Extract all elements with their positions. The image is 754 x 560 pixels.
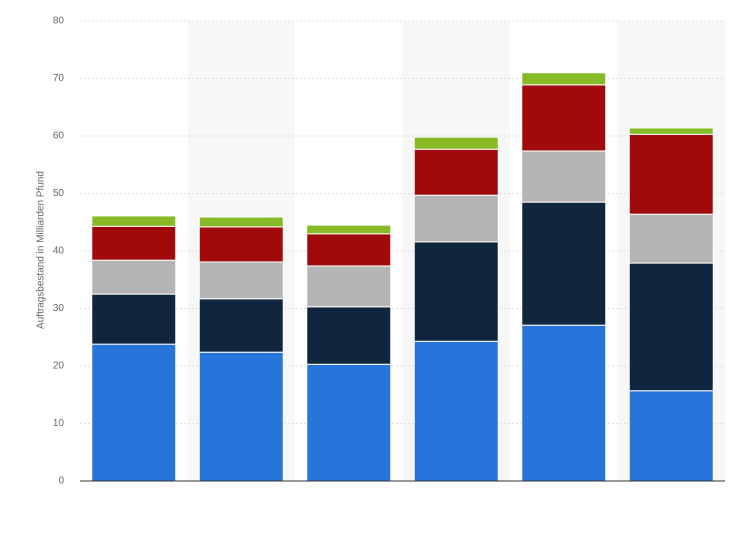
- y-tick-label: 20: [53, 361, 65, 372]
- bar-segment: [521, 150, 607, 203]
- bar-segment: [628, 213, 714, 264]
- bar-segment: [198, 351, 284, 482]
- bar-segment: [198, 226, 284, 263]
- bar-segment: [521, 72, 607, 86]
- bar-segment: [413, 340, 499, 482]
- y-tick-label: 10: [53, 418, 65, 429]
- y-axis-label: Auftragsbestand in Milliarden Pfund: [36, 171, 47, 329]
- bar-segment: [628, 133, 714, 215]
- y-tick-label: 40: [53, 246, 65, 257]
- bar-segment: [521, 84, 607, 152]
- y-tick-label: 80: [53, 16, 65, 27]
- bar-segment: [198, 216, 284, 228]
- bar-segment: [91, 293, 177, 345]
- bar-segment: [91, 259, 177, 295]
- y-tick-label: 0: [58, 476, 64, 487]
- bar-segment: [91, 215, 177, 227]
- bar-segment: [306, 265, 392, 308]
- bar-segment: [306, 233, 392, 267]
- bar-segment: [413, 194, 499, 243]
- bar-segment: [306, 224, 392, 235]
- bar-segment: [198, 261, 284, 300]
- bar-segment: [628, 262, 714, 392]
- bar-segment: [521, 201, 607, 326]
- bar-segment: [306, 363, 392, 482]
- bar-segment: [628, 390, 714, 482]
- bar-segment: [521, 324, 607, 482]
- bar-segment: [198, 298, 284, 353]
- bar-segment: [91, 225, 177, 261]
- bar-segment: [91, 343, 177, 482]
- y-tick-label: 50: [53, 188, 65, 199]
- bar-segment: [628, 127, 714, 135]
- y-tick-label: 30: [53, 303, 65, 314]
- y-tick-label: 70: [53, 73, 65, 84]
- y-tick-label: 60: [53, 131, 65, 142]
- bar-segment: [413, 136, 499, 150]
- bar-segment: [306, 306, 392, 365]
- bar-segment: [413, 241, 499, 342]
- bar-segment: [413, 148, 499, 196]
